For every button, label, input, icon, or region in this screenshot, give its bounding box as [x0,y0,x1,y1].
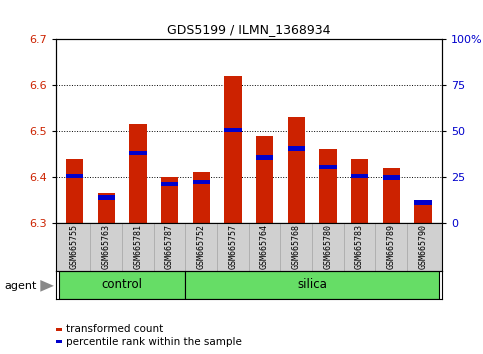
Text: GSM665768: GSM665768 [292,224,301,269]
Text: GSM665764: GSM665764 [260,224,269,269]
Bar [383,168,400,223]
Text: GSM665780: GSM665780 [324,224,332,269]
Bar [287,146,305,151]
Bar [185,271,439,299]
Bar [98,195,115,200]
Text: control: control [101,279,142,291]
Text: GSM665790: GSM665790 [418,224,427,269]
Text: GSM665781: GSM665781 [133,224,142,269]
Bar [129,124,147,223]
Bar [414,200,432,205]
Polygon shape [41,280,54,292]
Bar [351,159,369,223]
Bar [256,155,273,160]
Text: GSM665789: GSM665789 [387,224,396,269]
Bar [383,175,400,180]
Bar [59,271,185,299]
Text: silica: silica [297,279,327,291]
Bar [256,136,273,223]
Text: GSM665787: GSM665787 [165,224,174,269]
Bar [66,159,83,223]
Bar [319,165,337,169]
Text: percentile rank within the sample: percentile rank within the sample [67,337,242,347]
Bar [193,180,210,184]
Bar [193,172,210,223]
Bar [414,200,432,223]
Text: GSM665783: GSM665783 [355,224,364,269]
Bar [129,151,147,155]
Bar [224,76,242,223]
Bar [319,149,337,223]
Bar [98,193,115,223]
Text: GSM665755: GSM665755 [70,224,79,269]
Bar [351,174,369,178]
Bar [161,182,178,186]
Text: transformed count: transformed count [67,324,164,335]
Bar [224,128,242,132]
Bar [161,177,178,223]
Bar [287,117,305,223]
Text: GSM665763: GSM665763 [102,224,111,269]
Title: GDS5199 / ILMN_1368934: GDS5199 / ILMN_1368934 [167,23,330,36]
Bar [66,174,83,178]
Text: agent: agent [5,281,37,291]
Text: GSM665752: GSM665752 [197,224,206,269]
Text: GSM665757: GSM665757 [228,224,238,269]
